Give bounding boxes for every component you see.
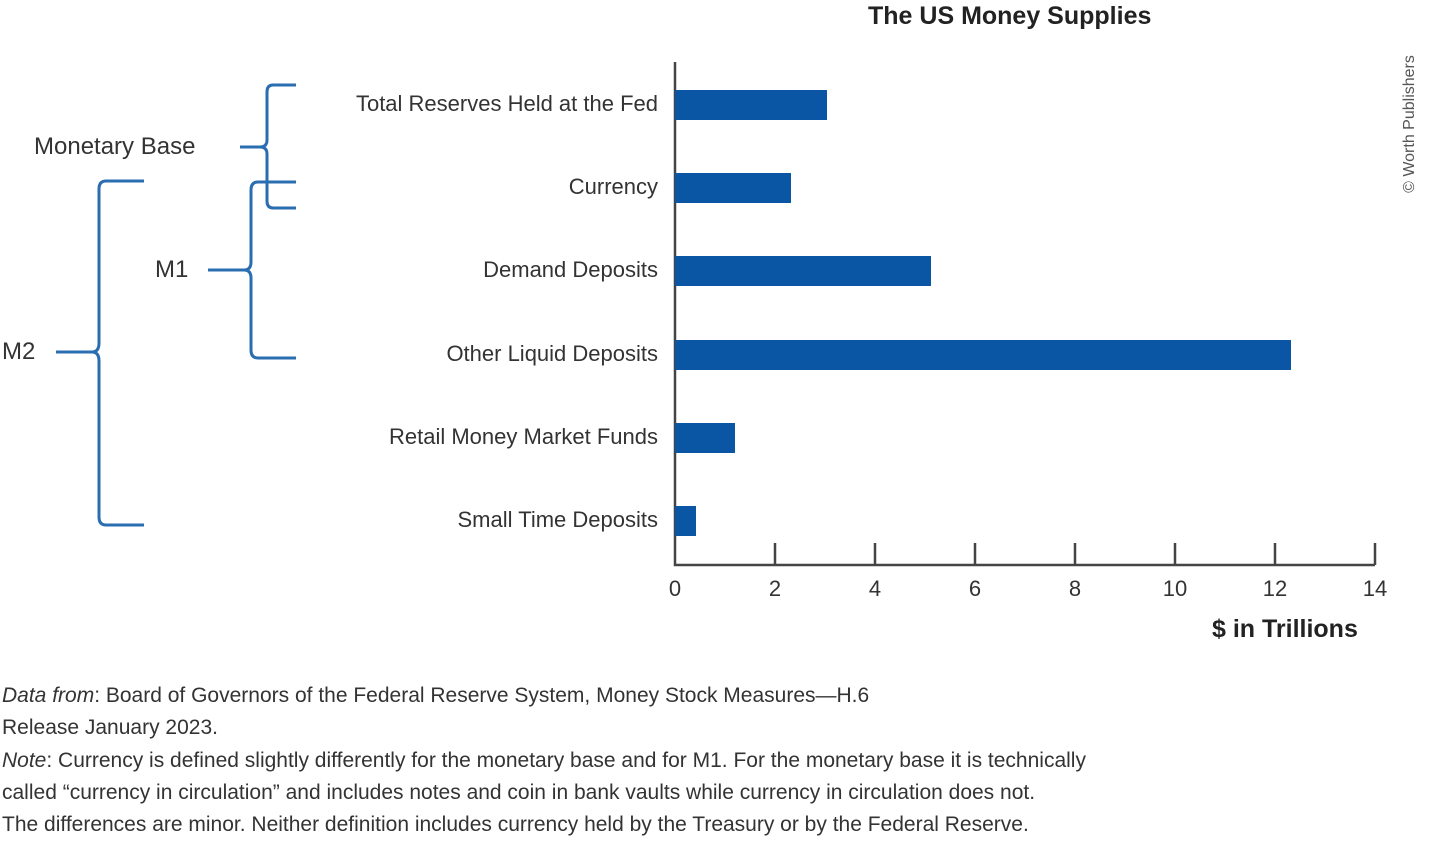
category-label: Demand Deposits	[483, 257, 658, 282]
category-label: Total Reserves Held at the Fed	[355, 91, 658, 116]
category-label: Small Time Deposits	[457, 507, 658, 532]
source-prefix: Data from	[2, 684, 95, 707]
x-tick-label: 4	[868, 576, 882, 601]
note-text: : Currency is defined slightly different…	[46, 749, 1086, 772]
bar-demand-deposits	[675, 256, 931, 286]
bar-total-reserves	[675, 90, 827, 120]
bar-other-liquid-deposits	[675, 340, 1291, 370]
x-tick-label: 6	[968, 576, 982, 601]
x-tick-label: 0	[668, 576, 682, 601]
bracket-m1	[208, 180, 296, 360]
x-tick-label: 12	[1262, 576, 1288, 601]
note-line-2: called “currency in circulation” and inc…	[2, 781, 1036, 804]
copyright-notice: © Worth Publishers	[1401, 55, 1418, 193]
group-label-m2: M2	[2, 338, 36, 365]
category-label: Retail Money Market Funds	[389, 424, 658, 449]
group-label-m1: M1	[155, 256, 189, 283]
category-label: Other Liquid Deposits	[446, 341, 658, 366]
bar-retail-mmf	[675, 423, 735, 453]
x-axis-label: $ in Trillions	[1212, 615, 1358, 643]
note-line-3: The differences are minor. Neither defin…	[2, 813, 1029, 836]
bracket-m2	[56, 179, 144, 527]
x-tick-label: 2	[768, 576, 782, 601]
source-text: : Board of Governors of the Federal Rese…	[94, 684, 870, 707]
chart-title: The US Money Supplies	[868, 2, 1152, 30]
axes	[673, 62, 1377, 567]
source-line: Data from: Board of Governors of the Fed…	[2, 680, 869, 712]
note-prefix: Note	[2, 749, 47, 772]
x-tick-label: 10	[1162, 576, 1188, 601]
source-line-2: Release January 2023.	[2, 716, 218, 739]
note-line-1: Note: Currency is defined slightly diffe…	[2, 745, 1086, 777]
bar-small-time-deposits	[675, 506, 696, 536]
bar-currency	[675, 173, 791, 203]
x-tick-label: 8	[1068, 576, 1082, 601]
x-tick-label: 14	[1362, 576, 1388, 601]
category-label: Currency	[568, 174, 658, 199]
bracket-monetary-base	[240, 83, 296, 210]
group-label-monetary-base: Monetary Base	[34, 133, 196, 160]
